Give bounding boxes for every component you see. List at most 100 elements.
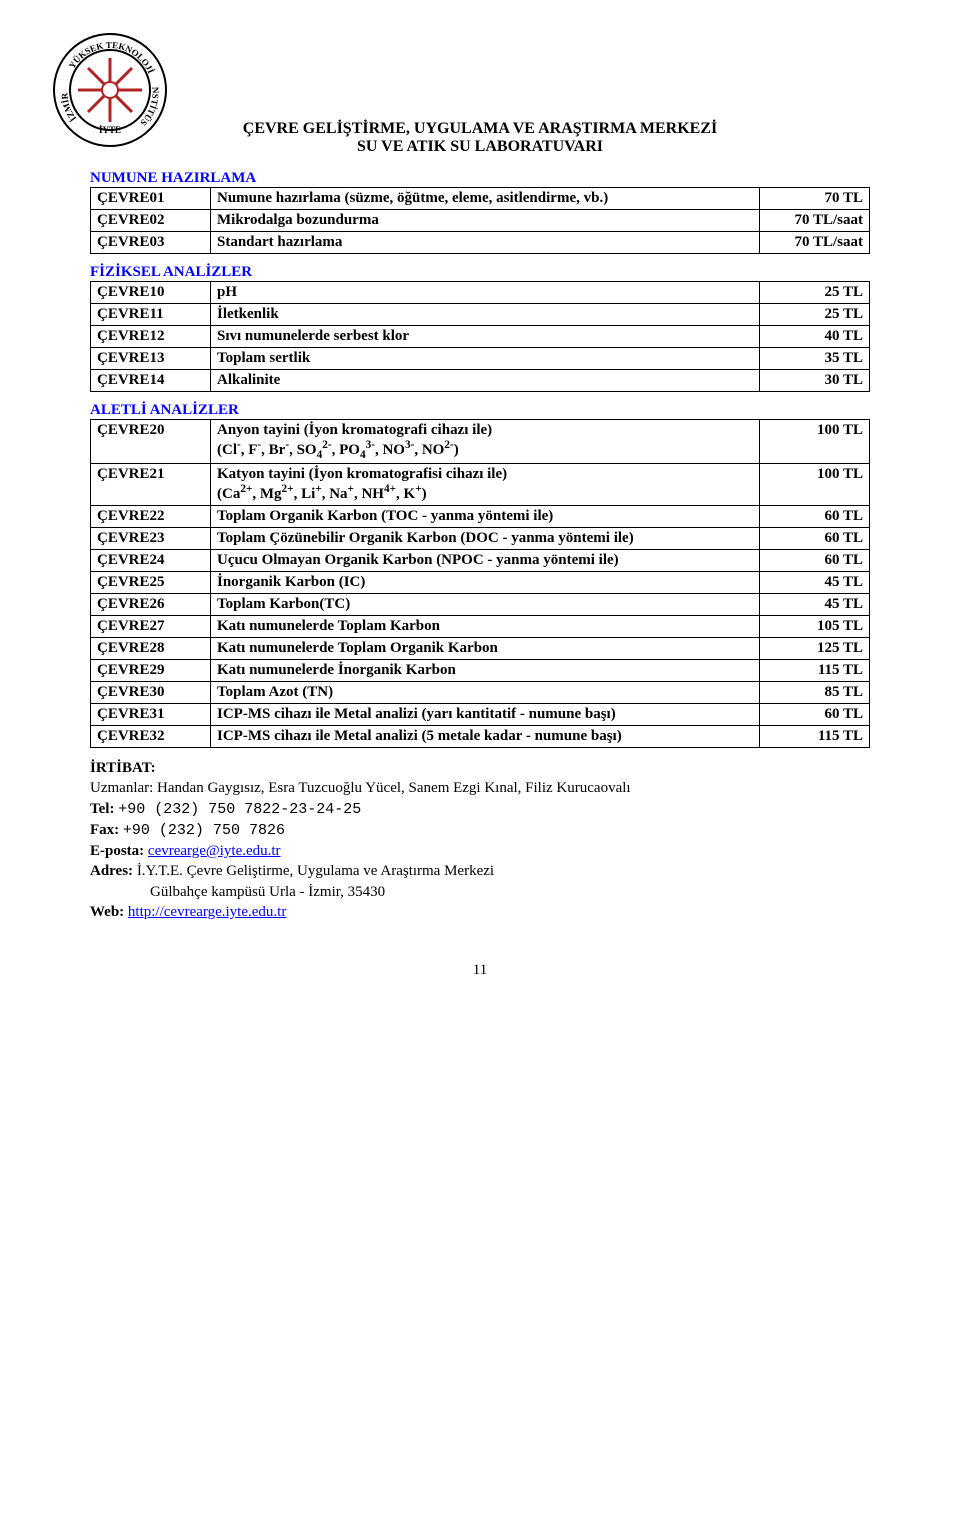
cell-code: ÇEVRE23 xyxy=(91,528,211,550)
cell-desc: pH xyxy=(211,282,760,304)
table-row: ÇEVRE14Alkalinite30 TL xyxy=(91,370,870,392)
contact-adres: Adres: İ.Y.T.E. Çevre Geliştirme, Uygula… xyxy=(90,861,870,881)
adres-label: Adres: xyxy=(90,863,133,879)
cell-price: 35 TL xyxy=(760,348,870,370)
cell-price: 115 TL xyxy=(760,726,870,748)
cell-price: 45 TL xyxy=(760,572,870,594)
contact-eposta: E-posta: cevrearge@iyte.edu.tr xyxy=(90,841,870,861)
eposta-link[interactable]: cevrearge@iyte.edu.tr xyxy=(148,843,281,859)
cell-desc: İnorganik Karbon (IC) xyxy=(211,572,760,594)
logo-text-inner: İYTE xyxy=(99,125,121,135)
cell-desc: Mikrodalga bozundurma xyxy=(211,210,760,232)
cell-desc: Katı numunelerde İnorganik Karbon xyxy=(211,660,760,682)
cell-code: ÇEVRE30 xyxy=(91,682,211,704)
contact-tel: Tel: +90 (232) 750 7822-23-24-25 xyxy=(90,799,870,820)
table-row: ÇEVRE02Mikrodalga bozundurma70 TL/saat xyxy=(91,210,870,232)
cell-price: 25 TL xyxy=(760,282,870,304)
table-row: ÇEVRE01Numune hazırlama (süzme, öğütme, … xyxy=(91,188,870,210)
table-row: ÇEVRE23Toplam Çözünebilir Organik Karbon… xyxy=(91,528,870,550)
contact-uzmanlar: Uzmanlar: Handan Gaygısız, Esra Tuzcuoğl… xyxy=(90,778,870,798)
table-row: ÇEVRE24Uçucu Olmayan Organik Karbon (NPO… xyxy=(91,550,870,572)
cell-desc: Toplam Karbon(TC) xyxy=(211,594,760,616)
cell-code: ÇEVRE13 xyxy=(91,348,211,370)
cell-code: ÇEVRE10 xyxy=(91,282,211,304)
cell-code: ÇEVRE02 xyxy=(91,210,211,232)
tel-label: Tel: xyxy=(90,801,114,817)
cell-price: 60 TL xyxy=(760,550,870,572)
cell-price: 100 TL xyxy=(760,420,870,464)
cell-desc: Uçucu Olmayan Organik Karbon (NPOC - yan… xyxy=(211,550,760,572)
table-aletli: ÇEVRE20Anyon tayini (İyon kromatografi c… xyxy=(90,419,870,748)
web-label: Web: xyxy=(90,904,124,920)
adres-line1: İ.Y.T.E. Çevre Geliştirme, Uygulama ve A… xyxy=(137,863,494,879)
table-numune: ÇEVRE01Numune hazırlama (süzme, öğütme, … xyxy=(90,187,870,254)
cell-price: 105 TL xyxy=(760,616,870,638)
cell-desc: ICP-MS cihazı ile Metal analizi (5 metal… xyxy=(211,726,760,748)
cell-price: 115 TL xyxy=(760,660,870,682)
cell-code: ÇEVRE28 xyxy=(91,638,211,660)
cell-code: ÇEVRE12 xyxy=(91,326,211,348)
title-line-2: SU VE ATIK SU LABORATUVARI xyxy=(90,138,870,156)
cell-code: ÇEVRE01 xyxy=(91,188,211,210)
web-link[interactable]: http://cevrearge.iyte.edu.tr xyxy=(128,904,286,920)
cell-code: ÇEVRE24 xyxy=(91,550,211,572)
institution-logo: YÜKSEK TEKNOLOJİ İZMİR ENSTİTÜSÜ İYTE xyxy=(50,30,170,155)
cell-price: 70 TL xyxy=(760,188,870,210)
table-row: ÇEVRE32ICP-MS cihazı ile Metal analizi (… xyxy=(91,726,870,748)
cell-price: 60 TL xyxy=(760,506,870,528)
cell-desc: İletkenlik xyxy=(211,304,760,326)
cell-code: ÇEVRE27 xyxy=(91,616,211,638)
section-heading-numune: NUMUNE HAZIRLAMA xyxy=(90,170,870,187)
cell-price: 100 TL xyxy=(760,464,870,506)
table-row: ÇEVRE27Katı numunelerde Toplam Karbon105… xyxy=(91,616,870,638)
cell-code: ÇEVRE25 xyxy=(91,572,211,594)
cell-desc: Standart hazırlama xyxy=(211,232,760,254)
cell-code: ÇEVRE20 xyxy=(91,420,211,464)
table-row: ÇEVRE11İletkenlik25 TL xyxy=(91,304,870,326)
table-row: ÇEVRE31ICP-MS cihazı ile Metal analizi (… xyxy=(91,704,870,726)
cell-desc: Numune hazırlama (süzme, öğütme, eleme, … xyxy=(211,188,760,210)
cell-desc: Toplam Organik Karbon (TOC - yanma yönte… xyxy=(211,506,760,528)
cell-code: ÇEVRE14 xyxy=(91,370,211,392)
cell-code: ÇEVRE29 xyxy=(91,660,211,682)
tel-value: +90 (232) 750 7822-23-24-25 xyxy=(118,801,361,818)
contact-label: İRTİBAT: xyxy=(90,758,870,778)
section-heading-aletli: ALETLİ ANALİZLER xyxy=(90,402,870,419)
adres-line2: Gülbahçe kampüsü Urla - İzmir, 35430 xyxy=(90,882,870,902)
cell-desc: Katı numunelerde Toplam Organik Karbon xyxy=(211,638,760,660)
table-row: ÇEVRE10pH25 TL xyxy=(91,282,870,304)
cell-desc: Sıvı numunelerde serbest klor xyxy=(211,326,760,348)
table-fiziksel: ÇEVRE10pH25 TLÇEVRE11İletkenlik25 TLÇEVR… xyxy=(90,281,870,392)
cell-code: ÇEVRE11 xyxy=(91,304,211,326)
cell-desc: Toplam Çözünebilir Organik Karbon (DOC -… xyxy=(211,528,760,550)
cell-price: 70 TL/saat xyxy=(760,232,870,254)
cell-code: ÇEVRE22 xyxy=(91,506,211,528)
cell-price: 60 TL xyxy=(760,704,870,726)
cell-price: 40 TL xyxy=(760,326,870,348)
eposta-label: E-posta: xyxy=(90,843,144,859)
cell-desc: Alkalinite xyxy=(211,370,760,392)
table-row: ÇEVRE22Toplam Organik Karbon (TOC - yanm… xyxy=(91,506,870,528)
cell-code: ÇEVRE26 xyxy=(91,594,211,616)
table-row: ÇEVRE26Toplam Karbon(TC)45 TL xyxy=(91,594,870,616)
cell-price: 30 TL xyxy=(760,370,870,392)
table-row: ÇEVRE20Anyon tayini (İyon kromatografi c… xyxy=(91,420,870,464)
cell-code: ÇEVRE32 xyxy=(91,726,211,748)
section-heading-fiziksel: FİZİKSEL ANALİZLER xyxy=(90,264,870,281)
title-line-1: ÇEVRE GELİŞTİRME, UYGULAMA VE ARAŞTIRMA … xyxy=(90,120,870,138)
cell-price: 45 TL xyxy=(760,594,870,616)
table-row: ÇEVRE30Toplam Azot (TN)85 TL xyxy=(91,682,870,704)
cell-price: 25 TL xyxy=(760,304,870,326)
cell-code: ÇEVRE03 xyxy=(91,232,211,254)
cell-desc: Katyon tayini (İyon kromatografisi cihaz… xyxy=(211,464,760,506)
cell-code: ÇEVRE21 xyxy=(91,464,211,506)
table-row: ÇEVRE21Katyon tayini (İyon kromatografis… xyxy=(91,464,870,506)
contact-fax: Fax: +90 (232) 750 7826 xyxy=(90,820,870,841)
cell-desc: Anyon tayini (İyon kromatografi cihazı i… xyxy=(211,420,760,464)
contact-block: İRTİBAT: Uzmanlar: Handan Gaygısız, Esra… xyxy=(90,758,870,922)
table-row: ÇEVRE03Standart hazırlama70 TL/saat xyxy=(91,232,870,254)
cell-desc: Katı numunelerde Toplam Karbon xyxy=(211,616,760,638)
table-row: ÇEVRE29Katı numunelerde İnorganik Karbon… xyxy=(91,660,870,682)
cell-code: ÇEVRE31 xyxy=(91,704,211,726)
table-row: ÇEVRE12Sıvı numunelerde serbest klor40 T… xyxy=(91,326,870,348)
